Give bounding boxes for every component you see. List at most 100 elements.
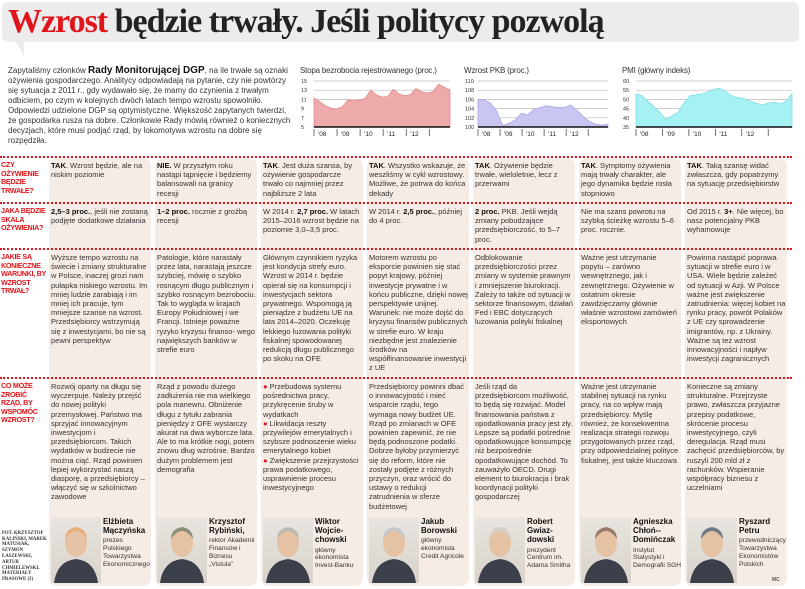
y-tick-label: 11 — [301, 97, 307, 103]
y-tick-label: 13 — [301, 88, 307, 94]
expert-card — [49, 158, 151, 586]
photo-credit: Fot. Krzysztof Kaliński, Marek Matusiak,… — [2, 530, 47, 583]
answer-prefix: W 2014 r. — [263, 207, 298, 216]
expert-role: główny ekonomista Credit Agricole — [421, 537, 464, 560]
expert-card — [261, 158, 363, 586]
y-tick-label: 110 — [465, 79, 474, 85]
answer-government: Jeśli rząd da przedsiębiorcom możliwość,… — [475, 382, 573, 502]
answer-key: NIE. — [157, 161, 172, 170]
bullet-icon: ● — [263, 418, 270, 428]
expert-photo — [157, 517, 207, 583]
answer-durability: TAK. Ożywienie będzie trwałe, wieloletni… — [475, 161, 574, 189]
chart-title: Stopa bezrobocia rejestrowanego (proc.) — [300, 66, 437, 75]
y-tick-label: 40 — [623, 116, 629, 122]
answer-government: Rząd z powodu dużego zadłużenia nie ma w… — [157, 382, 255, 474]
y-tick-label: 55 — [623, 88, 629, 94]
x-tick-label: '08 — [482, 131, 491, 138]
answer-figure: 2,5–3 proc. — [51, 207, 91, 216]
answer-scale: 1–2 proc. rocznie z groźbą recesji — [157, 207, 256, 225]
bullet-text: Zwiększenie przejrzystości prawa podatko… — [263, 455, 359, 493]
answer-prefix: W 2014 r. — [369, 207, 404, 216]
y-tick-label: 60 — [623, 79, 629, 85]
answer-figure: 3+ — [724, 207, 733, 216]
y-tick-label: 15 — [301, 79, 307, 85]
expert-name: Krzysztof Rybiński, — [209, 517, 246, 536]
chart-svg: 60 55 50 45 40 35 '08 '09 '10 '11 '12 — [623, 79, 793, 138]
expert-card — [473, 158, 575, 586]
author-signature: MC — [772, 577, 780, 583]
answer-figure: 2,5 proc. — [403, 207, 435, 216]
chart-title: Wzrost PKB (proc.) — [464, 66, 529, 75]
answer-durability: NIE. W przyszłym roku nastąpi tąpnięcie … — [157, 161, 256, 198]
answer-scale: Od 2015 r. 3+. Nie więcej, bo nasz poten… — [687, 207, 786, 235]
y-tick-label: 7 — [301, 116, 304, 122]
answer-conditions: Odblokowanie przedsiębiorczości przez zm… — [475, 253, 573, 327]
answer-scale: 2,5–3 proc., jeśli nie zostaną podjęte d… — [51, 207, 150, 225]
answer-text: . Wszystko wskazuje, że weszliśmy w cykl… — [369, 161, 466, 198]
expert-photo — [369, 517, 419, 583]
y-tick-label: 100 — [465, 125, 474, 131]
x-tick-label: '08 — [640, 131, 649, 138]
y-tick-label: 9 — [301, 107, 304, 113]
chart-area-series — [477, 98, 609, 128]
x-tick-label: '09 — [666, 131, 675, 138]
answer-key: TAK — [51, 161, 66, 170]
y-tick-label: 108 — [465, 88, 474, 94]
answer-text: , później do 4 proc. — [369, 207, 462, 226]
answer-text: W przyszłym roku nastąpi tąpnięcie i będ… — [157, 161, 252, 198]
answer-text: . Symptomy ożywienia mają trwały charakt… — [581, 161, 672, 198]
expert-photo — [51, 517, 101, 583]
x-tick-label: '10 — [693, 131, 702, 138]
bullet-item: ● Zwiększenie przejrzystości prawa podat… — [263, 456, 362, 493]
portrait-icon — [266, 527, 310, 583]
x-tick-label: '09 — [341, 131, 350, 138]
chart-svg: 110 108 106 104 102 100 '08 '09 '10 '11 '12 — [465, 79, 609, 138]
expert-role: prezydent Centrum im. Adama Smitha — [527, 546, 571, 570]
answer-durability: TAK. Wzrost będzie, ale na niskim poziom… — [51, 161, 150, 179]
question-label: Jaka będzie skala ożywienia? — [1, 206, 46, 233]
answer-text: . Wzrost będzie, ale na niskim poziomie — [51, 161, 143, 180]
headline-band — [2, 2, 799, 42]
answer-text: . Ożywienie będzie trwałe, wieloletnie, … — [475, 161, 558, 189]
x-tick-label: '12 — [570, 131, 579, 138]
chart-svg: 15 13 11 9 7 5 '08 '09 '10 '11 '12 — [301, 79, 451, 138]
expert-name: Wiktor Wojcie-chowski — [315, 517, 347, 545]
answer-figure: 2 proc. — [475, 207, 500, 216]
bullet-text: Likwidacja reszty przywilejów emerytalny… — [263, 418, 356, 456]
x-tick-label: '11 — [719, 131, 727, 138]
expert-name: Jakub Borowski — [421, 517, 458, 536]
x-tick-label: '08 — [318, 131, 327, 138]
answer-government: Rozwój oparty na długu się wyczerpuje. N… — [51, 382, 145, 502]
chart-0: Stopa bezrobocia rejestrowanego (proc.) 1… — [300, 66, 458, 151]
answer-text: Nie ma szans powrotu na szybką ścieżkę w… — [581, 207, 674, 235]
bullet-icon: ● — [263, 382, 270, 391]
expert-card — [685, 158, 787, 586]
answer-conditions: Głównym czynnikiem ryzyka jest kondycja … — [263, 253, 358, 364]
expert-role: przewodniczący Towarzystwa Ekonomistów P… — [739, 537, 786, 568]
bullet-item: ● Przebudowa systemu pośrednictwa pracy,… — [263, 382, 362, 419]
portrait-icon — [478, 527, 522, 583]
intro-text: Zapytaliśmy członków Rady Monitorującej … — [8, 66, 294, 146]
answer-key: TAK — [581, 161, 596, 170]
answer-figure: 2,7 proc. — [297, 207, 329, 216]
y-tick-label: 102 — [465, 116, 474, 122]
answer-key: TAK — [263, 161, 278, 170]
x-tick-label: '10 — [526, 131, 535, 138]
headline-accent: Wzrost — [8, 3, 108, 40]
answer-durability: TAK. Taką szansę widać zwłaszcza, gdy po… — [687, 161, 786, 189]
y-tick-label: 5 — [301, 125, 304, 131]
answer-key: TAK — [369, 161, 384, 170]
answer-text: PKB. Jeśli wejdą zmiany pobudzające prze… — [475, 207, 561, 244]
question-label: Jakie są konieczne warunki, by wzrost tr… — [1, 252, 46, 296]
chart-title: PMI (główny indeks) — [622, 66, 691, 75]
answer-durability: TAK. Wszystko wskazuje, że weszliśmy w c… — [369, 161, 468, 198]
y-tick-label: 106 — [465, 97, 474, 103]
expert-name: Robert Gwiaz-dowski — [527, 517, 555, 545]
expert-name: Ryszard Petru — [739, 517, 771, 536]
chart-area-series — [313, 83, 451, 128]
answer-conditions: Motorem wzrostu po eksporcie powinien si… — [369, 253, 468, 373]
chart-area-series — [635, 87, 793, 128]
answer-scale: W 2014 r. 2,7 proc. W latach 2015–2016 w… — [263, 207, 362, 235]
answer-text: rocznie z groźbą recesji — [157, 207, 248, 226]
portrait-icon — [160, 527, 204, 583]
